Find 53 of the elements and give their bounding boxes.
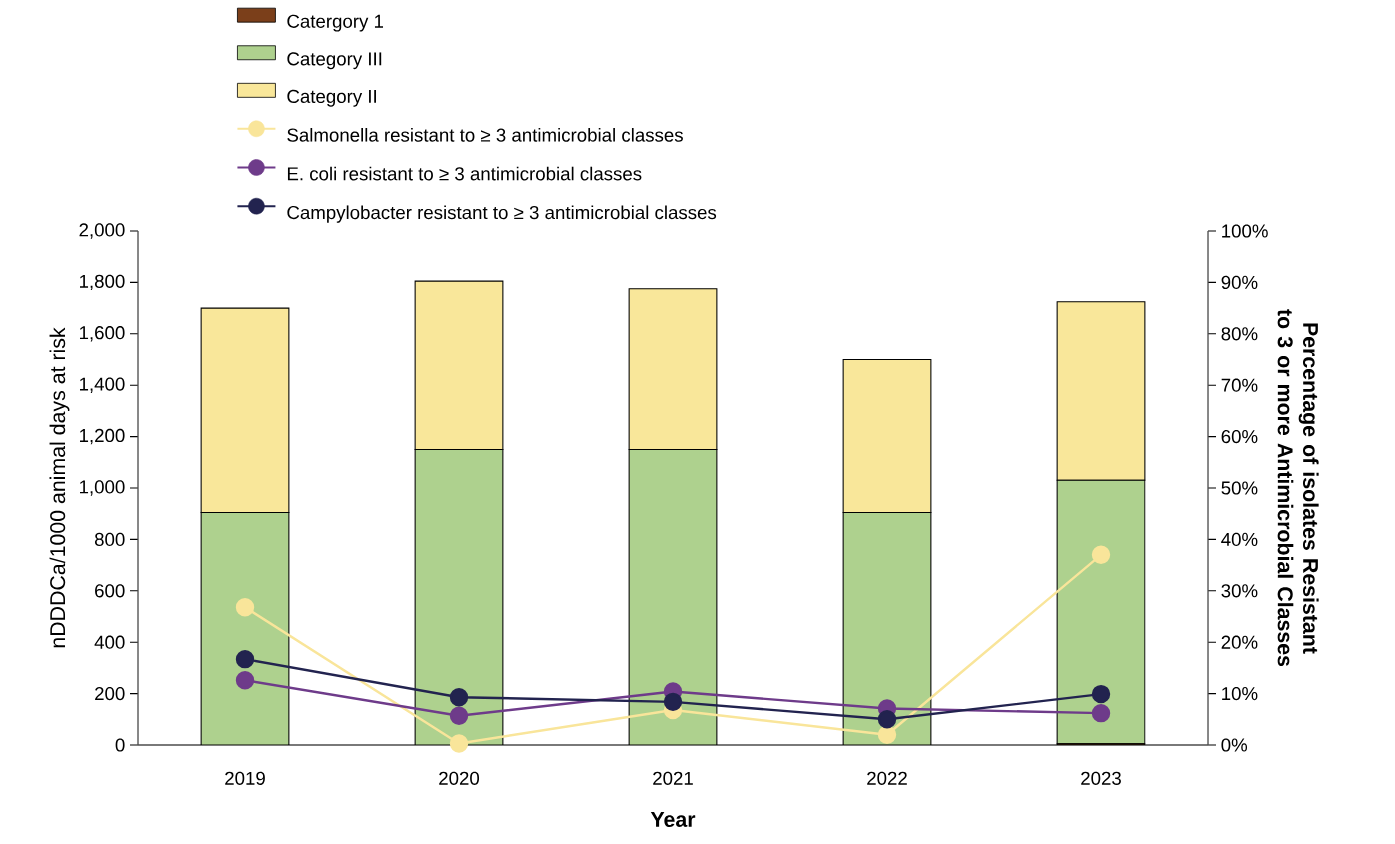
legend-label: Campylobacter resistant to ≥ 3 antimicrobial classes bbox=[287, 205, 717, 223]
legend-label: Category III bbox=[287, 52, 382, 70]
y-tick-label: 1,000 bbox=[80, 480, 125, 496]
y2-tick-label: 80% bbox=[1221, 327, 1258, 341]
point bbox=[449, 734, 469, 753]
y-tick-label: 600 bbox=[95, 584, 125, 598]
legend-label: Category II bbox=[287, 89, 376, 107]
point bbox=[235, 649, 255, 669]
legend-label: Salmonella resistant to ≥ 3 antimicrobial classes bbox=[287, 128, 683, 142]
y-tick-label: 800 bbox=[94, 532, 125, 547]
y2-tick-label: 10% bbox=[1222, 686, 1258, 701]
x-tick-label: 2022 bbox=[867, 771, 907, 785]
y-axis-title: nDDDCa/1000 animal days at risk bbox=[49, 327, 70, 648]
bar bbox=[628, 448, 718, 745]
bar bbox=[1056, 479, 1146, 745]
y-tick-label: 0 bbox=[115, 738, 125, 752]
y2-axis-title: Percentage of isolates Resistant to 3 or more Antimicrobial Classes bbox=[1277, 309, 1319, 667]
x-tick-label: 2023 bbox=[1081, 771, 1121, 785]
point bbox=[1091, 545, 1111, 565]
x-tick-label: 2021 bbox=[653, 771, 693, 785]
point bbox=[1091, 684, 1111, 704]
y2-tick-label: 0% bbox=[1221, 738, 1248, 752]
bar bbox=[842, 511, 932, 745]
point bbox=[235, 598, 255, 617]
bar bbox=[414, 448, 504, 745]
point bbox=[449, 688, 469, 707]
point bbox=[877, 725, 897, 744]
y2-tick-label: 70% bbox=[1221, 378, 1258, 392]
x-tick-label: 2020 bbox=[439, 771, 480, 785]
y-tick-label: 2,000 bbox=[79, 223, 125, 239]
y-tick-label: 1,800 bbox=[80, 274, 125, 291]
x-tick-label: 2019 bbox=[225, 771, 265, 785]
y-tick-label: 400 bbox=[94, 635, 125, 649]
y-tick-label: 1,600 bbox=[80, 326, 125, 342]
legend-label: E. coli resistant to ≥ 3 antimicrobial classes bbox=[287, 166, 642, 181]
y2-tick-label: 50% bbox=[1221, 481, 1258, 495]
point bbox=[449, 706, 469, 725]
x-axis-title: Year bbox=[650, 812, 696, 827]
y2-tick-label: 20% bbox=[1221, 635, 1258, 649]
point bbox=[877, 710, 897, 729]
y-tick-label: 1,400 bbox=[80, 377, 125, 393]
y2-tick-label: 100% bbox=[1222, 224, 1268, 238]
y-tick-label: 1,200 bbox=[80, 428, 125, 445]
y2-tick-label: 40% bbox=[1221, 532, 1258, 547]
point bbox=[235, 671, 255, 690]
point bbox=[663, 692, 683, 712]
legend-label: Catergory 1 bbox=[287, 14, 384, 32]
y2-tick-label: 60% bbox=[1221, 429, 1258, 444]
y-tick-label: 200 bbox=[95, 686, 125, 701]
point bbox=[1091, 703, 1111, 723]
bar bbox=[200, 511, 290, 745]
y2-tick-label: 30% bbox=[1221, 584, 1258, 598]
y2-tick-label: 90% bbox=[1221, 275, 1258, 290]
